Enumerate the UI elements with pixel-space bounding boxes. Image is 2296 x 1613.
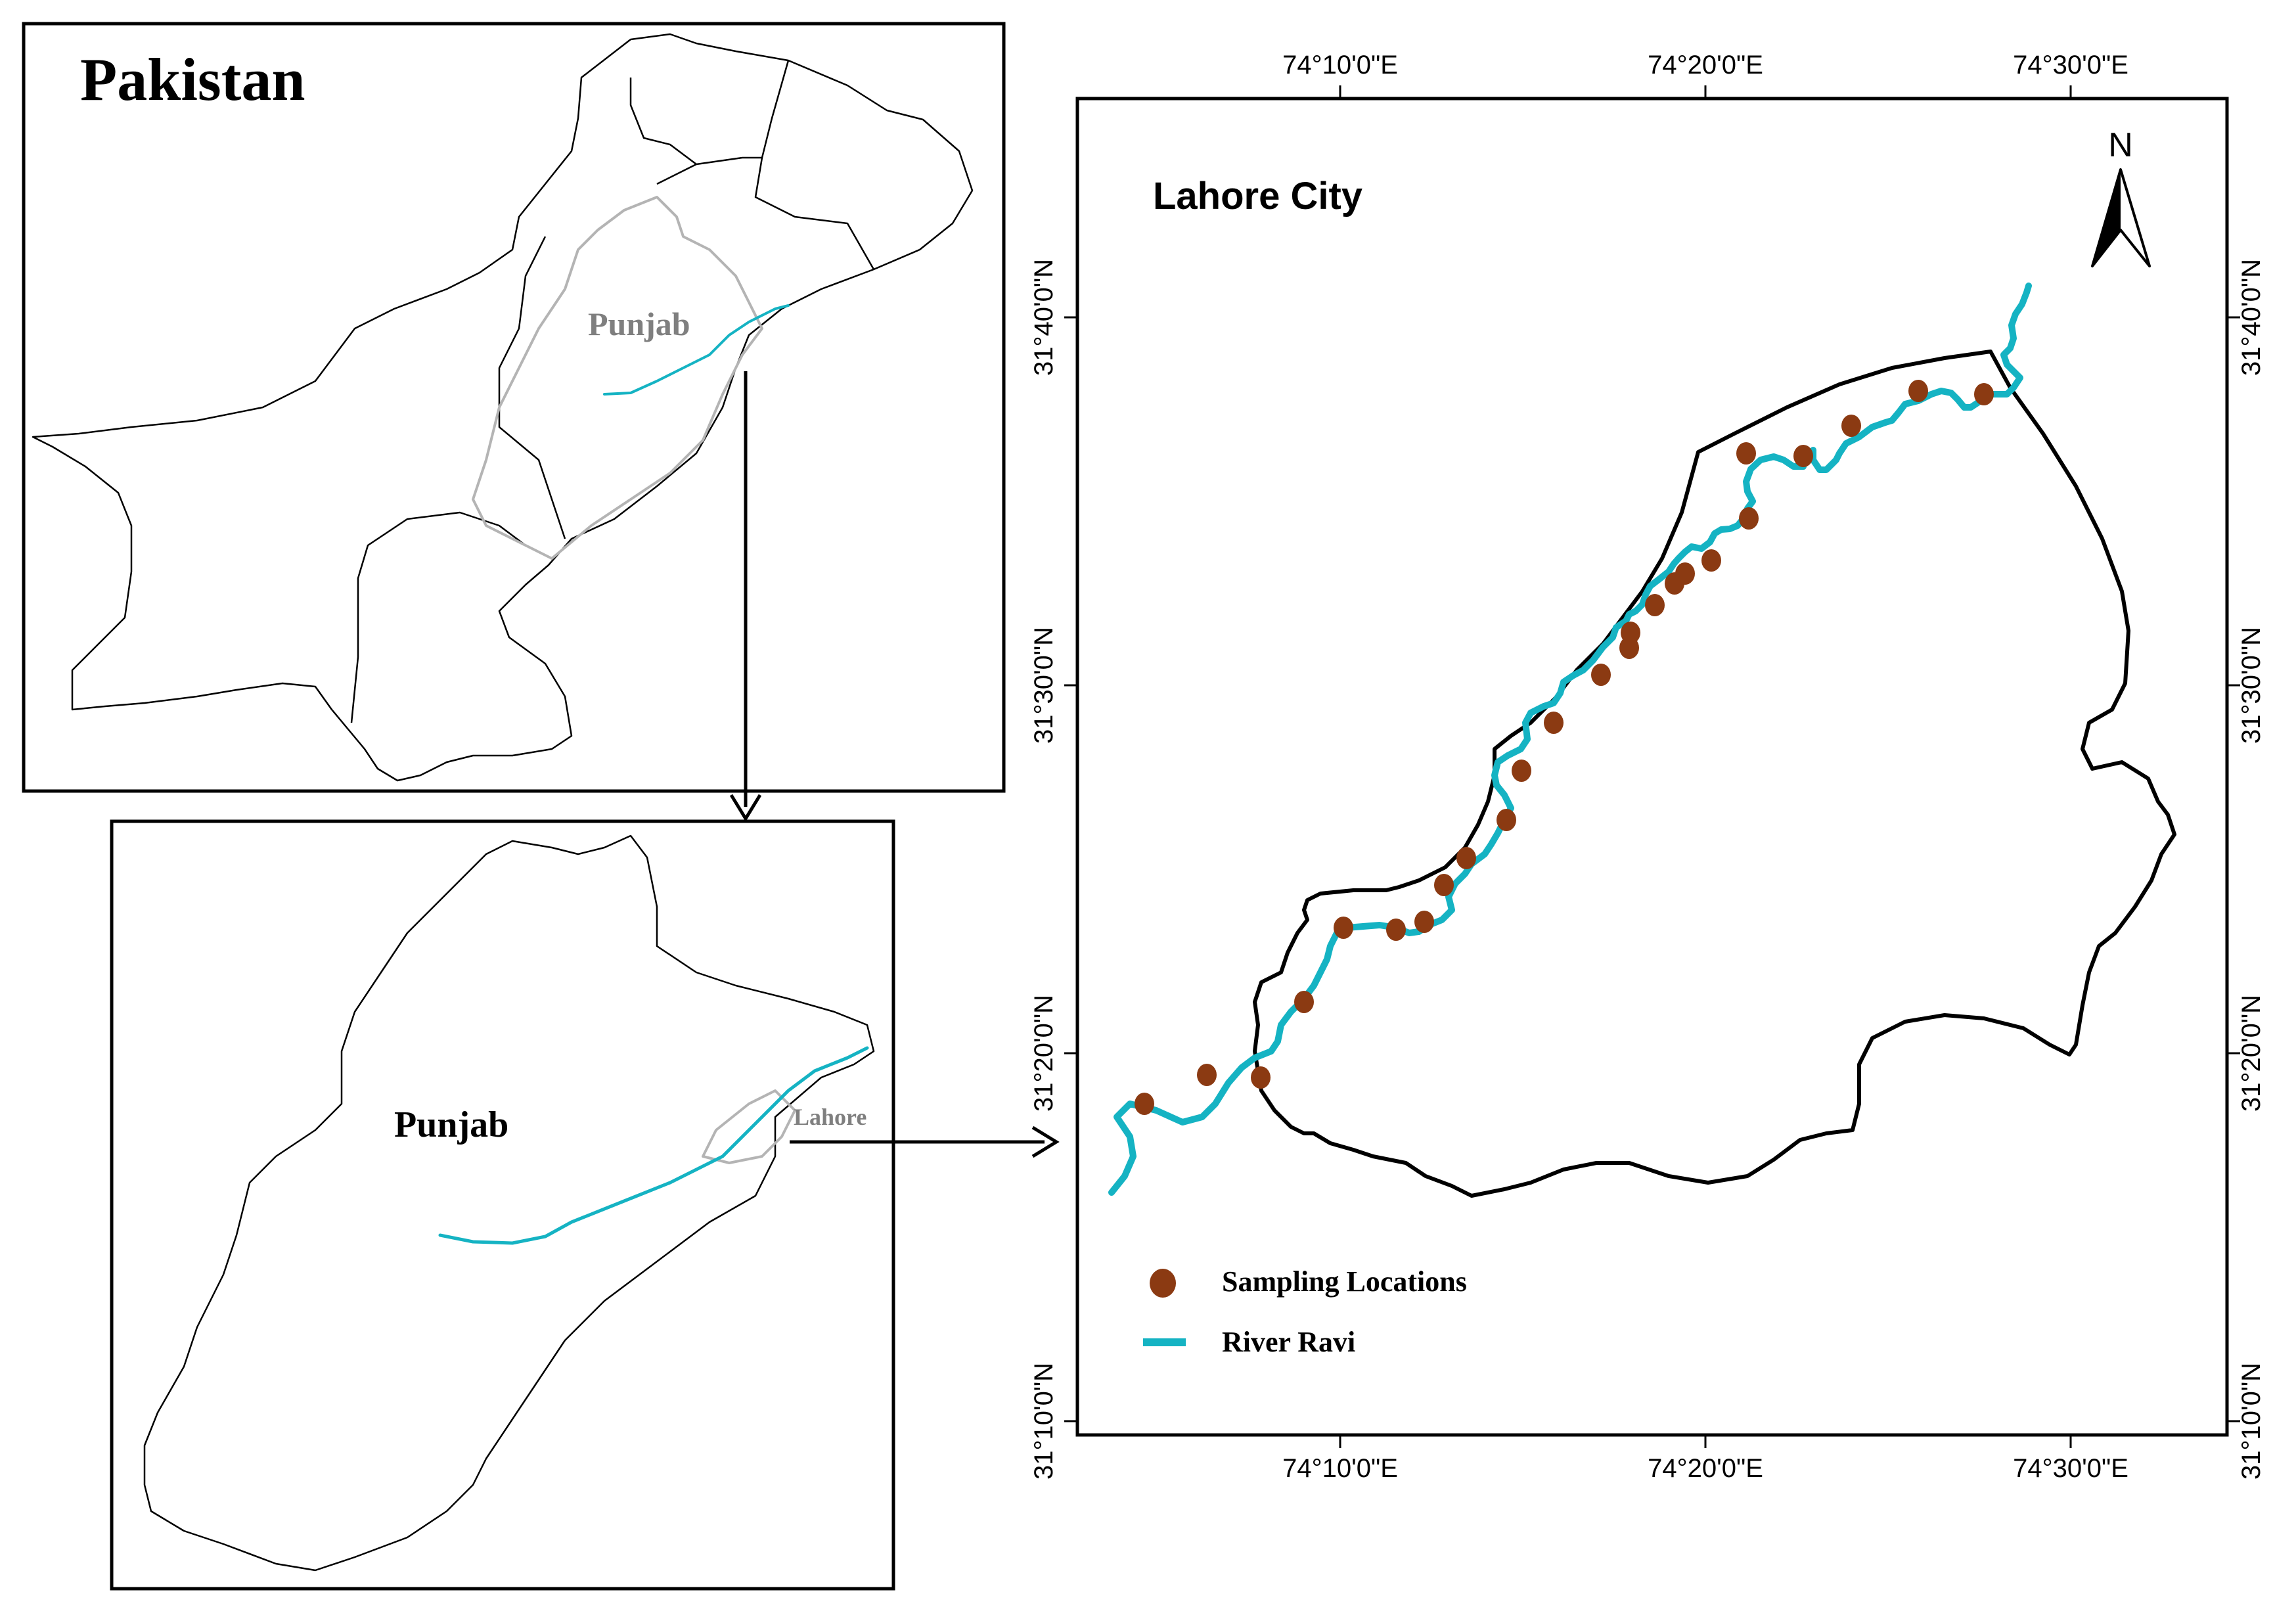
pakistan-outline <box>32 33 974 782</box>
sampling-point <box>1675 562 1695 585</box>
pakistan-province-label: Punjab <box>588 306 690 342</box>
punjab-title: Punjab <box>394 1104 508 1145</box>
bottom-tick-label: 74°20'0"E <box>1648 1454 1763 1483</box>
lahore-panel: 74°10'0"E 74°20'0"E 74°30'0"E 74°10'0"E … <box>1029 51 2266 1483</box>
top-tick-label: 74°30'0"E <box>2013 51 2128 80</box>
sampling-point <box>1739 507 1759 530</box>
legend-sampling-label: Sampling Locations <box>1222 1265 1467 1298</box>
punjab-panel-frame <box>110 819 895 1591</box>
sampling-point <box>1736 442 1756 465</box>
sampling-point <box>1591 664 1611 686</box>
sampling-point <box>1386 919 1406 941</box>
sampling-point <box>1974 383 1994 405</box>
right-tick-label: 31°10'0"N <box>2237 1363 2266 1480</box>
legend: Sampling Locations River Ravi <box>1143 1265 1467 1358</box>
pakistan-panel: Pakistan Punjab <box>22 22 1006 793</box>
graticule-ticks <box>1064 85 2240 1448</box>
sampling-point <box>1701 549 1721 572</box>
left-tick-label: 31°10'0"N <box>1029 1363 1058 1480</box>
sampling-point <box>1251 1066 1271 1089</box>
legend-sampling-symbol <box>1150 1269 1176 1298</box>
north-arrow: N <box>2091 126 2151 267</box>
sampling-point <box>1414 911 1434 933</box>
sampling-point <box>1497 809 1516 831</box>
punjab-outline-on-pakistan <box>472 196 763 560</box>
lahore-title: Lahore City <box>1153 175 1362 217</box>
sampling-point <box>1621 622 1640 644</box>
sampling-point <box>1908 380 1928 402</box>
river-ravi-on-pakistan <box>603 304 790 396</box>
legend-river-label: River Ravi <box>1222 1326 1355 1358</box>
sampling-point <box>1197 1064 1217 1086</box>
sampling-point <box>1135 1093 1154 1115</box>
pakistan-internal-boundaries <box>350 60 875 723</box>
bottom-tick-label: 74°30'0"E <box>2013 1454 2128 1483</box>
lahore-outline-on-punjab <box>702 1089 796 1164</box>
lahore-city-boundary <box>1253 350 2176 1198</box>
left-tick-label: 31°40'0"N <box>1029 259 1058 376</box>
sampling-point <box>1456 847 1476 869</box>
river-ravi <box>1108 283 2032 1196</box>
sampling-point <box>1434 874 1454 896</box>
north-arrow-label: N <box>2108 126 2133 164</box>
sampling-point <box>1793 445 1813 467</box>
lahore-map-frame <box>1075 97 2229 1437</box>
sampling-point <box>1544 712 1564 734</box>
top-tick-label: 74°20'0"E <box>1648 51 1763 80</box>
right-tick-label: 31°30'0"N <box>2237 627 2266 744</box>
pakistan-panel-frame <box>22 22 1006 793</box>
sampling-point <box>1512 760 1531 782</box>
left-tick-label: 31°30'0"N <box>1029 627 1058 744</box>
punjab-panel: Punjab Lahore <box>110 819 895 1591</box>
punjab-city-label: Lahore <box>794 1104 867 1130</box>
right-tick-label: 31°20'0"N <box>2237 995 2266 1112</box>
left-tick-label: 31°20'0"N <box>1029 995 1058 1112</box>
top-tick-label: 74°10'0"E <box>1282 51 1398 80</box>
bottom-tick-label: 74°10'0"E <box>1282 1454 1398 1483</box>
connector-arrow-down <box>729 371 762 822</box>
sampling-point <box>1841 415 1861 437</box>
punjab-outline <box>143 834 875 1572</box>
sampling-points <box>1135 380 1994 1115</box>
river-ravi-on-punjab <box>438 1046 869 1245</box>
pakistan-title: Pakistan <box>80 46 305 113</box>
right-tick-label: 31°40'0"N <box>2237 259 2266 376</box>
sampling-point <box>1294 991 1314 1013</box>
connector-arrow-right <box>790 1125 1060 1158</box>
sampling-point <box>1645 594 1665 616</box>
sampling-point <box>1334 917 1353 939</box>
